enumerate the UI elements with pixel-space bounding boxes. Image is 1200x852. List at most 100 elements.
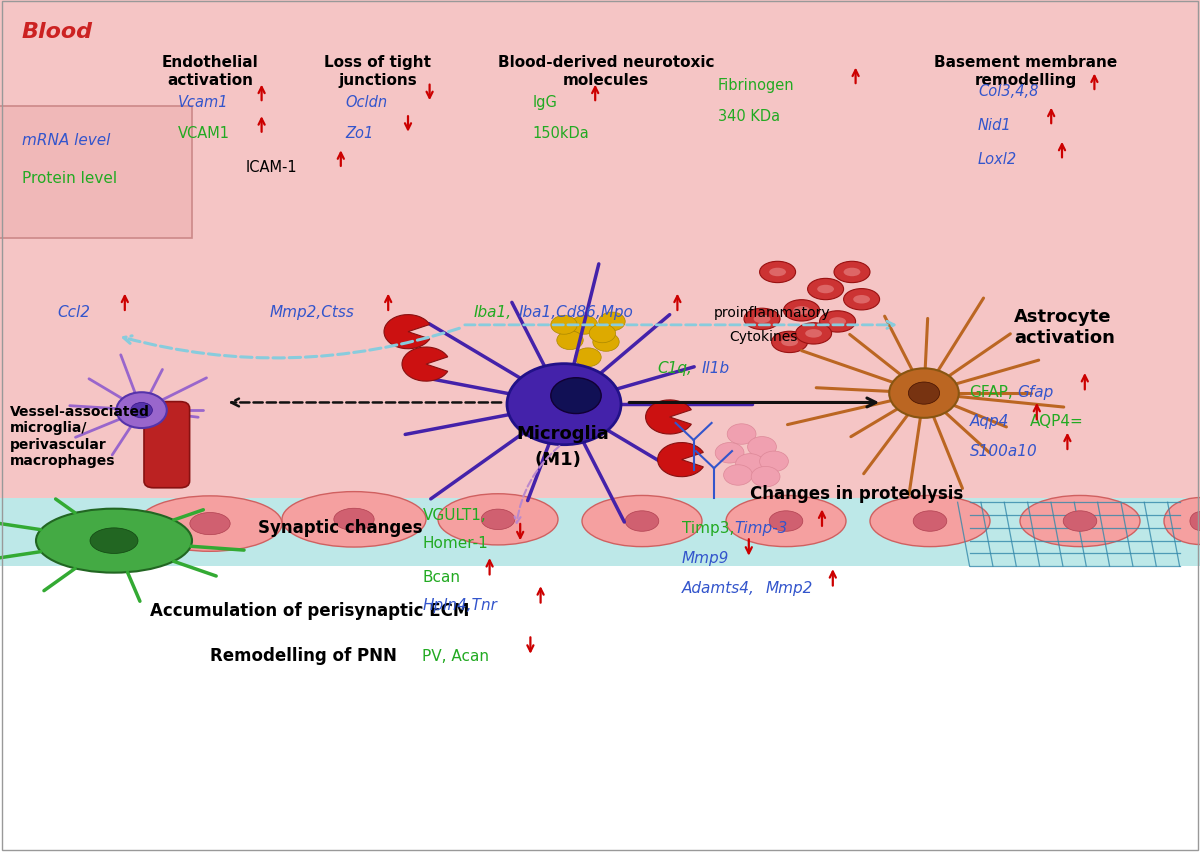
Ellipse shape [829,318,846,326]
Ellipse shape [760,262,796,283]
Text: GFAP,: GFAP, [970,384,1013,400]
Wedge shape [384,315,430,349]
Text: Timp-3: Timp-3 [734,521,787,536]
Wedge shape [658,443,703,477]
Ellipse shape [769,511,803,532]
Ellipse shape [282,492,426,547]
Text: Loxl2: Loxl2 [978,152,1018,167]
Text: Ocldn: Ocldn [346,95,388,110]
Text: AQP4=: AQP4= [1030,414,1084,429]
Text: Bcan: Bcan [422,569,461,584]
Ellipse shape [90,528,138,554]
Wedge shape [646,400,691,435]
Text: Astrocyte
activation: Astrocyte activation [1014,308,1115,347]
Circle shape [727,424,756,445]
Text: ICAM-1: ICAM-1 [246,160,298,176]
Text: mRNA level: mRNA level [22,133,110,148]
Circle shape [760,452,788,472]
Text: 150kDa: 150kDa [533,126,589,141]
Ellipse shape [744,309,780,331]
Text: Synaptic changes: Synaptic changes [258,519,422,537]
Ellipse shape [508,365,622,445]
Bar [0,498,1200,567]
Text: Il1b: Il1b [702,360,730,376]
Ellipse shape [908,383,940,405]
Text: IgG: IgG [533,95,558,110]
Text: Iba1,: Iba1, [474,305,512,320]
Text: Col3,4,8: Col3,4,8 [978,83,1038,99]
Ellipse shape [1190,512,1200,531]
Ellipse shape [772,331,808,353]
Text: Nid1: Nid1 [978,118,1012,133]
Text: Endothelial
activation: Endothelial activation [162,55,258,88]
Text: Timp3,: Timp3, [682,521,734,536]
Circle shape [736,454,764,475]
Text: Mmp2: Mmp2 [766,580,812,596]
Circle shape [748,437,776,458]
Ellipse shape [1164,498,1200,545]
Text: Gfap: Gfap [1018,384,1054,400]
Circle shape [589,325,616,343]
Ellipse shape [138,496,282,552]
Ellipse shape [796,324,832,345]
Text: Hpln4,Tnr: Hpln4,Tnr [422,597,497,613]
Circle shape [557,331,583,350]
Ellipse shape [551,378,601,414]
Text: Vessel-associated
microglia/
perivascular
macrophages: Vessel-associated microglia/ perivascula… [10,405,150,468]
Text: Protein level: Protein level [22,171,116,187]
Circle shape [575,348,601,367]
Text: Mmp2,Ctss: Mmp2,Ctss [270,305,355,320]
Ellipse shape [844,290,880,311]
Text: C1q,: C1q, [658,360,692,376]
Ellipse shape [844,268,860,277]
Ellipse shape [817,285,834,294]
Circle shape [571,316,598,335]
Ellipse shape [834,262,870,283]
Wedge shape [402,348,448,382]
Ellipse shape [793,307,810,315]
Bar [0,498,1200,852]
Text: Homer-1: Homer-1 [422,535,488,550]
Text: Remodelling of PNN: Remodelling of PNN [210,647,397,665]
Ellipse shape [754,315,770,324]
Text: PV, Acan: PV, Acan [422,648,490,664]
Text: Basement membrane
remodelling: Basement membrane remodelling [935,55,1117,88]
Text: Adamts4,: Adamts4, [682,580,755,596]
Text: Vcam1: Vcam1 [178,95,228,110]
Text: Aqp4: Aqp4 [970,414,1009,429]
Circle shape [593,333,619,352]
Text: proinflammatory: proinflammatory [714,306,830,320]
Ellipse shape [870,496,990,547]
Text: Mmp9: Mmp9 [682,550,728,566]
Ellipse shape [481,509,515,530]
Ellipse shape [913,511,947,532]
Ellipse shape [36,509,192,573]
Text: Zo1: Zo1 [346,126,374,141]
Ellipse shape [1063,511,1097,532]
FancyBboxPatch shape [0,106,192,239]
FancyBboxPatch shape [144,402,190,488]
Ellipse shape [116,393,167,429]
Text: VCAM1: VCAM1 [178,126,229,141]
Ellipse shape [1020,496,1140,547]
Text: VGULT1,: VGULT1, [422,508,486,523]
Ellipse shape [438,494,558,545]
Circle shape [599,313,625,331]
Bar [0,0,1200,498]
Ellipse shape [820,312,856,333]
Ellipse shape [625,511,659,532]
Text: Fibrinogen: Fibrinogen [718,78,794,93]
Text: 340 KDa: 340 KDa [718,109,780,124]
Ellipse shape [853,296,870,304]
Text: (M1): (M1) [534,451,581,469]
Text: Iba1,Cd86,Mpo: Iba1,Cd86,Mpo [518,305,634,320]
Text: Changes in proteolysis: Changes in proteolysis [750,485,964,503]
Ellipse shape [582,496,702,547]
Ellipse shape [726,496,846,547]
Circle shape [715,443,744,463]
Ellipse shape [769,268,786,277]
Circle shape [551,316,577,335]
Text: S100a10: S100a10 [970,444,1037,459]
Text: Blood: Blood [22,22,92,43]
Ellipse shape [781,338,798,347]
